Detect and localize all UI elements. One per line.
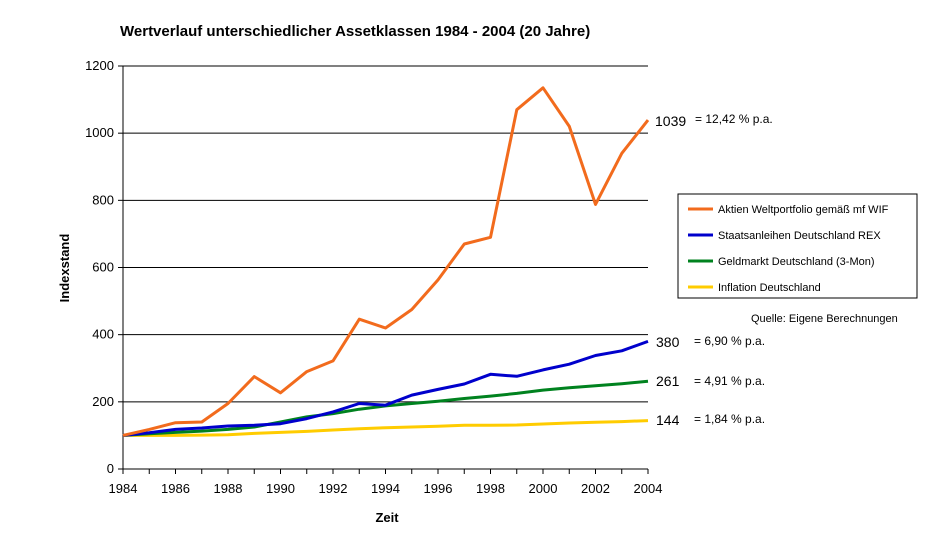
x-tick-label: 2000: [529, 481, 558, 496]
x-tick-label: 1984: [109, 481, 138, 496]
legend-label: Staatsanleihen Deutschland REX: [718, 230, 881, 242]
x-tick-label: 2004: [634, 481, 663, 496]
y-tick-label: 600: [92, 260, 114, 275]
x-tick-label: 1990: [266, 481, 295, 496]
end-value-label: 1039: [655, 113, 686, 129]
legend-label: Aktien Weltportfolio gemäß mf WIF: [718, 204, 889, 216]
y-tick-label: 200: [92, 394, 114, 409]
y-tick-label: 400: [92, 327, 114, 342]
source-note: Quelle: Eigene Berechnungen: [751, 313, 898, 325]
legend-label: Inflation Deutschland: [718, 282, 821, 294]
legend: Aktien Weltportfolio gemäß mf WIF Staatsa…: [677, 193, 918, 299]
x-axis-label: Zeit: [375, 510, 399, 525]
x-tick-label: 1994: [371, 481, 400, 496]
y-tick-label: 1000: [85, 125, 114, 140]
gridlines: [123, 65, 648, 470]
legend-label: Geldmarkt Deutschland (3-Mon): [718, 256, 875, 268]
end-value-label: 380: [656, 334, 680, 350]
x-tick-label: 1986: [161, 481, 190, 496]
rate-label: = 12,42 % p.a.: [695, 112, 773, 126]
x-tick-label: 1992: [319, 481, 348, 496]
series-lines: [122, 86, 650, 437]
series-line-3: [123, 419, 649, 437]
end-value-label: 144: [656, 412, 680, 428]
x-tick-label: 1988: [214, 481, 243, 496]
y-tick-label: 1200: [85, 58, 114, 73]
legend-box: [677, 193, 918, 299]
x-tick-label: 1998: [476, 481, 505, 496]
axes: [118, 65, 649, 474]
y-axis-label: Indexstand: [57, 234, 72, 303]
x-tick-label: 1996: [424, 481, 453, 496]
end-value-label: 261: [656, 373, 680, 389]
chart-title: Wertverlauf unterschiedlicher Assetklass…: [120, 23, 590, 40]
end-value-annotations: 1039 = 12,42 % p.a. 380 = 6,90 % p.a. 261 = 4…: [655, 112, 773, 428]
rate-label: = 1,84 % p.a.: [694, 412, 765, 426]
series-line-1: [122, 339, 649, 437]
y-tick-label: 0: [107, 461, 114, 476]
x-tick-label: 2002: [581, 481, 610, 496]
y-tick-label: 800: [92, 192, 114, 207]
rate-label: = 4,91 % p.a.: [694, 374, 765, 388]
tick-labels: 0 200 400 600 800 1000 1200 1984 1986 1988 1990 199…: [85, 58, 662, 496]
rate-label: = 6,90 % p.a.: [694, 334, 765, 348]
series-line-0: [122, 86, 650, 437]
